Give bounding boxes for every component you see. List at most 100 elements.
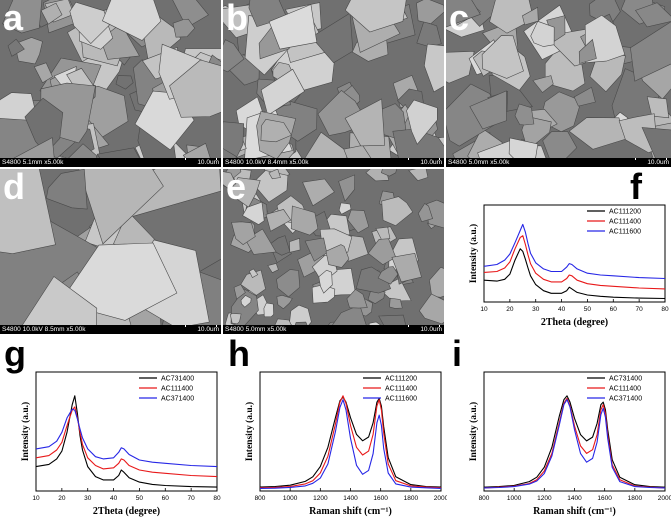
panel-label: c bbox=[449, 0, 469, 36]
chart-g: g 10 20 30 40 50 60 70 80 2Theta (degree) Intensi… bbox=[0, 336, 223, 523]
x-tick-label: 30 bbox=[84, 495, 92, 502]
sem-texture bbox=[0, 0, 221, 167]
sem-scale-text: 10.0um bbox=[647, 158, 669, 167]
series-line bbox=[36, 396, 217, 487]
panel-label: a bbox=[3, 0, 23, 36]
series-line bbox=[484, 236, 665, 289]
series-line bbox=[260, 397, 441, 487]
legend-label: AC111600 bbox=[385, 396, 417, 403]
y-axis-label: Intensity (a.u.) bbox=[244, 402, 255, 461]
series-line bbox=[484, 396, 665, 487]
sem-scale-text: 10.0um bbox=[420, 158, 442, 167]
sem-scale-text: 10.0um bbox=[197, 325, 219, 334]
plot-area: 800 1000 1200 1400 1600 1800 2000 Raman shift (… bbox=[224, 336, 447, 523]
panel-label: g bbox=[4, 336, 26, 372]
x-tick-label: 60 bbox=[610, 306, 618, 313]
sem-info-text: S4800 5.1mm x5.00k bbox=[2, 158, 63, 167]
x-tick-label: 70 bbox=[188, 495, 196, 502]
y-axis-label: Intensity (a.u.) bbox=[468, 224, 479, 283]
series-line bbox=[484, 249, 665, 299]
x-tick-label: 1400 bbox=[343, 495, 358, 502]
x-axis-label: Raman shift (cm⁻¹) bbox=[533, 506, 616, 517]
x-axis-label: 2Theta (degree) bbox=[541, 317, 608, 328]
plot-area: 800 1000 1200 1400 1600 1800 2000 Raman shift (… bbox=[448, 336, 671, 523]
chart-h: h 800 1000 1200 1400 1600 1800 2000 Raman shift… bbox=[224, 336, 447, 523]
sem-scale-text: 10.0um bbox=[420, 325, 442, 334]
x-tick-label: 70 bbox=[636, 306, 644, 313]
series-line bbox=[260, 396, 441, 488]
panel-label: h bbox=[228, 336, 250, 372]
chart-i: i 800 1000 1200 1400 1600 1800 2000 Raman shift… bbox=[448, 336, 671, 523]
sem-scale-text: 10.0um bbox=[197, 158, 219, 167]
x-tick-label: 10 bbox=[32, 495, 40, 502]
sem-image-c: c S4800 5.0mm x5.00k 10.0um bbox=[446, 0, 671, 167]
sem-image-a: a S4800 5.1mm x5.00k 10.0um bbox=[0, 0, 221, 167]
legend-label: AC111200 bbox=[609, 209, 641, 216]
x-tick-label: 800 bbox=[479, 495, 490, 502]
legend-label: AC731400 bbox=[609, 376, 642, 383]
y-axis-label: Intensity (a.u.) bbox=[20, 402, 31, 461]
panel-label: f bbox=[630, 169, 642, 205]
legend-label: AC731400 bbox=[161, 376, 194, 383]
sem-texture bbox=[446, 0, 671, 167]
legend-label: AC111400 bbox=[161, 386, 193, 393]
legend-label: AC111400 bbox=[609, 386, 641, 393]
legend-label: AC111400 bbox=[609, 219, 641, 226]
particle-shape bbox=[264, 303, 274, 317]
legend-label: AC111600 bbox=[609, 229, 641, 236]
x-tick-label: 1800 bbox=[404, 495, 419, 502]
x-tick-label: 1600 bbox=[373, 495, 388, 502]
sem-texture bbox=[223, 169, 444, 334]
panel-label: e bbox=[226, 169, 246, 205]
x-tick-label: 2000 bbox=[658, 495, 671, 502]
x-axis-label: Raman shift (cm⁻¹) bbox=[309, 506, 392, 517]
sem-texture bbox=[223, 0, 444, 167]
x-tick-label: 1800 bbox=[628, 495, 643, 502]
legend-label: AC371400 bbox=[609, 396, 642, 403]
y-axis-label: Intensity (a.u.) bbox=[468, 402, 479, 461]
x-tick-label: 2000 bbox=[434, 495, 447, 502]
panel-label: d bbox=[3, 169, 25, 205]
x-tick-label: 1000 bbox=[507, 495, 522, 502]
legend-label: AC371400 bbox=[161, 396, 194, 403]
chart-f: f 10 20 30 40 50 60 70 80 2Theta (degree) Intensi… bbox=[448, 169, 671, 334]
x-axis-label: 2Theta (degree) bbox=[93, 506, 160, 517]
panel-label: b bbox=[226, 0, 248, 36]
series-line bbox=[484, 400, 665, 488]
x-tick-label: 1400 bbox=[567, 495, 582, 502]
sem-image-b: b S4800 10.0kV 8.4mm x5.00k 10.0um bbox=[223, 0, 444, 167]
sem-info-text: S4800 5.0mm x5.00k bbox=[448, 158, 509, 167]
x-tick-label: 1600 bbox=[597, 495, 612, 502]
particle-shape bbox=[390, 298, 403, 308]
legend-label: AC111400 bbox=[385, 386, 417, 393]
x-tick-label: 800 bbox=[255, 495, 266, 502]
x-tick-label: 30 bbox=[532, 306, 540, 313]
x-tick-label: 1000 bbox=[283, 495, 298, 502]
x-tick-label: 40 bbox=[110, 495, 118, 502]
x-tick-label: 40 bbox=[558, 306, 566, 313]
x-tick-label: 60 bbox=[162, 495, 170, 502]
legend-label: AC111200 bbox=[385, 376, 417, 383]
sem-texture bbox=[0, 169, 221, 334]
x-tick-label: 50 bbox=[584, 306, 592, 313]
x-tick-label: 80 bbox=[661, 306, 669, 313]
series-line bbox=[260, 400, 441, 489]
x-tick-label: 80 bbox=[213, 495, 221, 502]
x-tick-label: 1200 bbox=[313, 495, 328, 502]
sem-info-bar: S4800 10.0kV 8.4mm x5.00k 10.0um bbox=[223, 158, 444, 167]
x-tick-label: 20 bbox=[506, 306, 514, 313]
x-tick-label: 10 bbox=[480, 306, 488, 313]
x-tick-label: 20 bbox=[58, 495, 66, 502]
panel-label: i bbox=[452, 336, 462, 372]
sem-info-bar: S4800 5.1mm x5.00k 10.0um bbox=[0, 158, 221, 167]
series-line bbox=[484, 398, 665, 488]
x-tick-label: 50 bbox=[136, 495, 144, 502]
series-line bbox=[36, 407, 217, 477]
sem-info-text: S4800 10.0kV 8.4mm x5.00k bbox=[225, 158, 308, 167]
plot-area: 10 20 30 40 50 60 70 80 2Theta (degree) Intensity… bbox=[0, 336, 223, 523]
x-tick-label: 1200 bbox=[537, 495, 552, 502]
